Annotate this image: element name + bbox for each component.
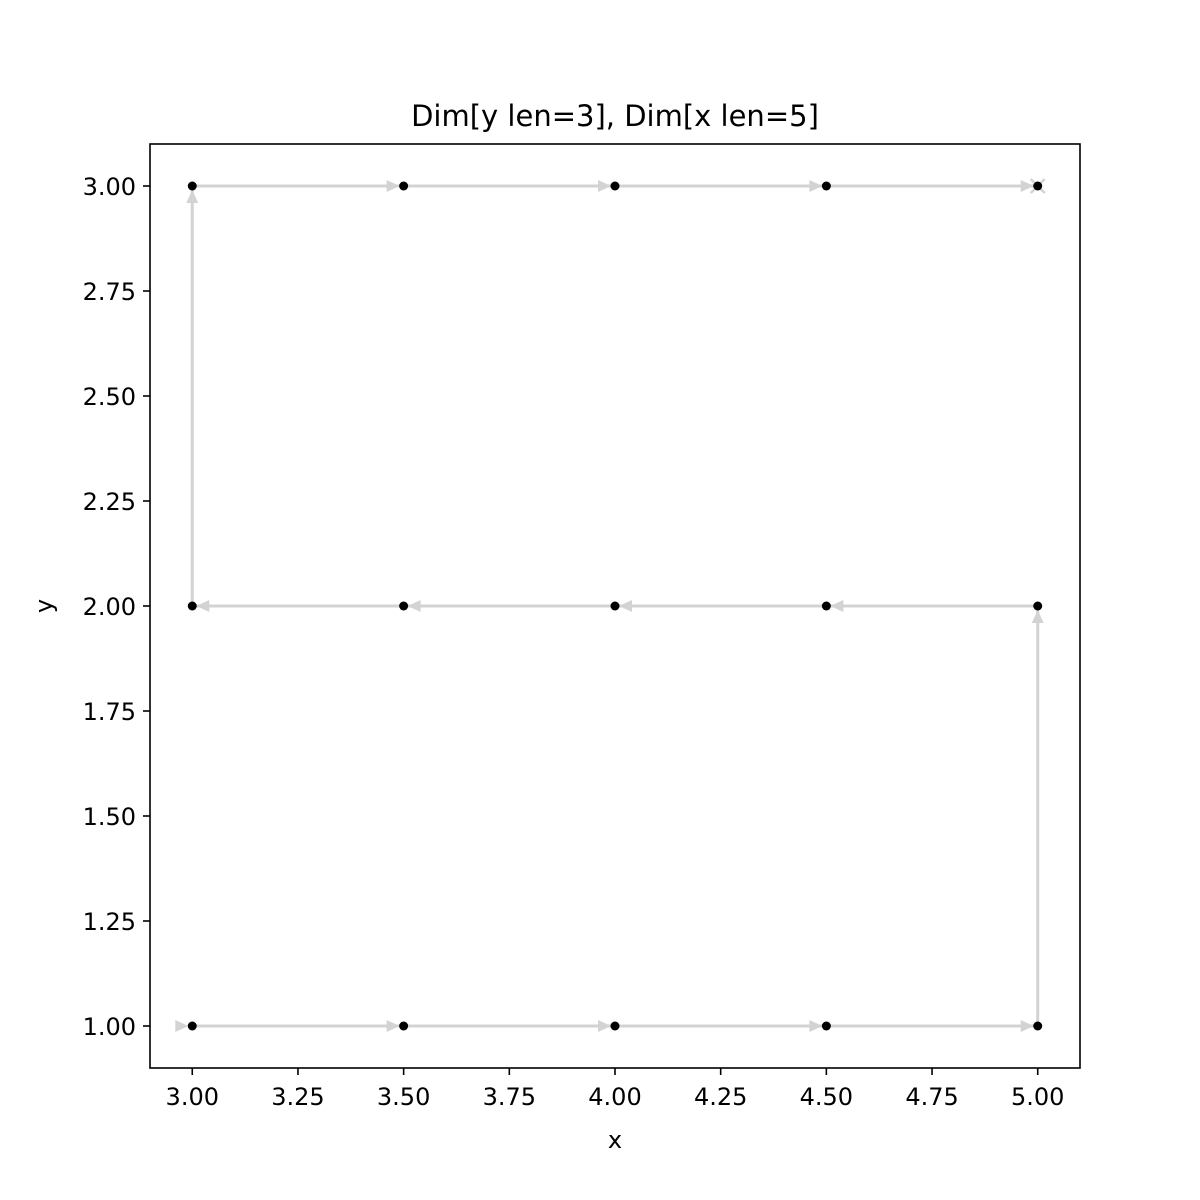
path-arrowhead [386, 180, 400, 192]
data-point [187, 601, 197, 611]
path-arrowhead [186, 190, 199, 203]
data-point [187, 181, 197, 191]
x-tick-label: 4.75 [905, 1083, 958, 1111]
data-point [187, 1021, 197, 1031]
data-point [610, 1021, 620, 1031]
data-point [399, 601, 409, 611]
axes: 3.00 3.25 3.50 3.75 4.00 4.25 4.50 4.75 5.00 1.00… [83, 143, 1081, 1111]
data-point [399, 181, 409, 191]
data-point [399, 1021, 409, 1031]
y-tick-label: 2.00 [83, 593, 136, 621]
x-tick-label: 4.25 [694, 1083, 747, 1111]
x-tick-label: 5.00 [1011, 1083, 1064, 1111]
data-point [610, 181, 620, 191]
x-tick-label: 4.00 [588, 1083, 641, 1111]
y-axis-label: y [30, 599, 58, 613]
path-arrowhead [619, 600, 632, 612]
x-tick-label: 3.50 [377, 1083, 430, 1111]
x-axis-label: x [608, 1126, 622, 1154]
y-tick-label: 1.75 [83, 698, 136, 726]
start-marker [175, 1020, 189, 1032]
y-tick-label: 2.25 [83, 488, 136, 516]
y-tick-label: 1.00 [83, 1013, 136, 1041]
x-tick-label: 3.25 [271, 1083, 324, 1111]
data-point [1033, 601, 1043, 611]
x-tick-label: 4.50 [800, 1083, 853, 1111]
path-arrowhead [1031, 610, 1044, 623]
path-arrowhead [598, 180, 611, 192]
data-point [610, 601, 620, 611]
x-tick-label: 3.00 [166, 1083, 219, 1111]
path-arrowhead [196, 600, 210, 612]
y-tick-label: 1.50 [83, 803, 136, 831]
x-tick-label: 3.75 [483, 1083, 536, 1111]
path-arrowhead [1020, 1020, 1034, 1032]
path-arrowhead [809, 180, 823, 192]
path-arrowhead [809, 1020, 823, 1032]
chart-title: Dim[y len=3], Dim[x len=5] [411, 99, 819, 133]
path-arrowhead [598, 1020, 611, 1032]
path-arrowhead [386, 1020, 400, 1032]
data-point [821, 181, 831, 191]
data-point [1033, 1021, 1043, 1031]
path-arrowhead [1020, 180, 1034, 192]
y-tick-label: 1.25 [83, 908, 136, 936]
path-arrowhead [830, 600, 844, 612]
data-point [821, 1021, 831, 1031]
y-tick-label: 2.50 [83, 383, 136, 411]
path-arrowhead [407, 600, 421, 612]
y-tick-label: 3.00 [83, 173, 136, 201]
plot-area [175, 178, 1046, 1032]
y-tick-label: 2.75 [83, 278, 136, 306]
data-point [1033, 181, 1043, 191]
data-point [821, 601, 831, 611]
